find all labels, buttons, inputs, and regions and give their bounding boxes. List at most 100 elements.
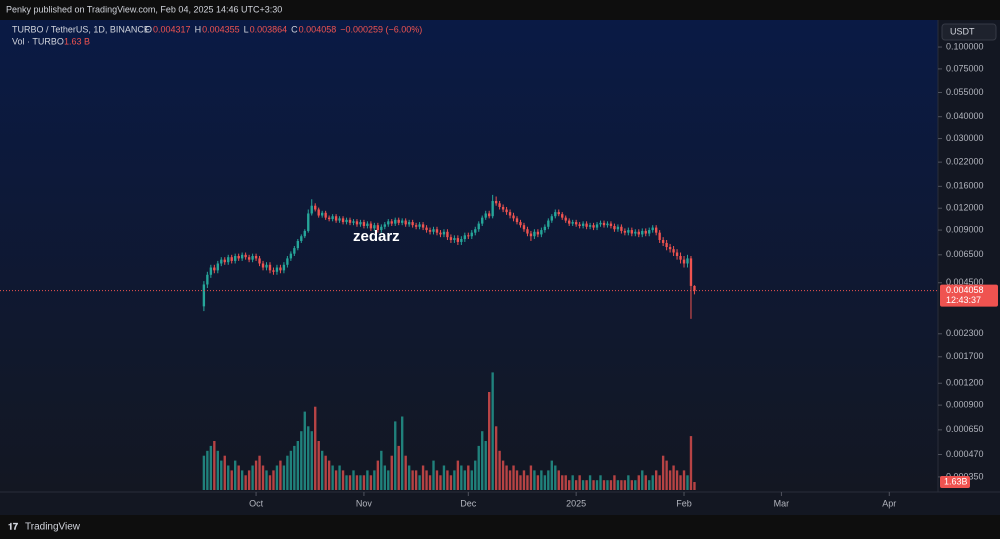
candle-body	[439, 232, 442, 235]
volume-bar	[244, 475, 247, 490]
volume-bar	[286, 455, 289, 490]
candle-body	[623, 230, 627, 233]
candle-body	[355, 221, 359, 225]
volume-bar	[446, 470, 449, 490]
candle-body	[289, 253, 293, 259]
candle-body	[209, 267, 213, 275]
candle-body	[240, 254, 244, 259]
candle-body	[574, 222, 578, 225]
volume-bar	[679, 475, 682, 490]
candle-body	[463, 235, 467, 240]
volume-bar	[240, 470, 244, 490]
volume-bar	[338, 465, 341, 490]
candle-body	[244, 254, 247, 258]
volume-bar	[303, 411, 306, 490]
y-tick-label: 0.012000	[946, 203, 984, 213]
volume-bar	[359, 475, 362, 490]
currency[interactable]: USDT	[950, 26, 975, 36]
volume-bar	[474, 460, 477, 490]
candle-body	[484, 213, 487, 218]
candle-body	[279, 267, 282, 271]
candle-body	[397, 219, 400, 223]
candle-body	[550, 216, 553, 221]
candle-body	[275, 267, 279, 272]
candle-body	[359, 222, 362, 225]
volume-bar	[571, 475, 574, 490]
candle-body	[341, 218, 345, 223]
published-text: Penky published on TradingView.com, Feb …	[6, 4, 282, 14]
y-tick-label: 0.001700	[946, 351, 984, 361]
candle-body	[613, 225, 616, 230]
y-tick-label: 0.030000	[946, 133, 984, 143]
candle-body	[658, 232, 661, 240]
candle-body	[376, 225, 380, 231]
candle-body	[216, 263, 219, 271]
y-tick-label: 0.000900	[946, 399, 984, 409]
volume-bar	[206, 450, 209, 490]
candle-body	[491, 200, 494, 217]
candle-body	[324, 212, 327, 218]
candle-body	[561, 214, 564, 218]
candle-body	[220, 259, 223, 264]
volume-bar	[561, 475, 564, 490]
volume-bar	[620, 480, 623, 490]
candle-body	[442, 231, 446, 235]
legend-volume-name: Vol · TURBO	[12, 36, 64, 46]
candle-body	[682, 259, 686, 264]
candle-body	[362, 222, 366, 226]
y-tick-label: 0.000470	[946, 449, 984, 459]
last-volume-label: 1.63B	[944, 476, 968, 486]
volume-bar	[634, 480, 637, 490]
legend-ohlc-label: L	[244, 24, 249, 34]
volume-bar	[216, 450, 219, 490]
volume-bar	[387, 470, 390, 490]
candle-body	[595, 224, 599, 228]
volume-bar	[307, 426, 310, 490]
candle-body	[401, 220, 404, 223]
volume-bar	[352, 470, 355, 490]
volume-bar	[317, 441, 320, 490]
candle-body	[585, 223, 588, 227]
volume-bar	[213, 441, 216, 490]
volume-bar	[366, 470, 369, 490]
candle-body	[432, 229, 435, 232]
candle-body	[414, 225, 418, 227]
candle-body	[557, 212, 560, 215]
candle-body	[498, 203, 501, 207]
candle-body	[672, 249, 675, 253]
candle-body	[237, 255, 240, 259]
candle-body	[404, 220, 407, 225]
candle-body	[501, 206, 505, 210]
volume-bar	[320, 450, 324, 490]
candle-body	[536, 231, 540, 235]
volume-bar	[234, 460, 237, 490]
candle-body	[564, 217, 567, 221]
candle-body	[380, 226, 383, 231]
candle-body	[348, 219, 352, 223]
volume-bar	[449, 475, 453, 490]
candle-body	[418, 224, 421, 227]
legend-ohlc-label: H	[195, 24, 202, 34]
candle-body	[366, 223, 369, 226]
volume-bar	[595, 480, 599, 490]
y-tick-label: 0.006500	[946, 249, 984, 259]
volume-bar	[373, 470, 376, 490]
candle-body	[460, 239, 463, 242]
candle-body	[637, 231, 640, 235]
candle-body	[314, 205, 317, 210]
volume-bar	[254, 460, 258, 490]
candle-body	[641, 230, 644, 235]
candle-body	[515, 218, 519, 223]
volume-bar	[568, 480, 571, 490]
volume-bar	[477, 445, 480, 490]
candle-body	[352, 221, 355, 223]
volume-bar	[414, 470, 418, 490]
candle-body	[265, 264, 268, 268]
y-tick-label: 0.100000	[946, 41, 984, 51]
currency-button[interactable]	[941, 23, 997, 41]
volume-bar	[355, 475, 359, 490]
candle-body	[554, 212, 557, 217]
volume-bar	[665, 460, 668, 490]
last-price-tag	[940, 284, 998, 307]
